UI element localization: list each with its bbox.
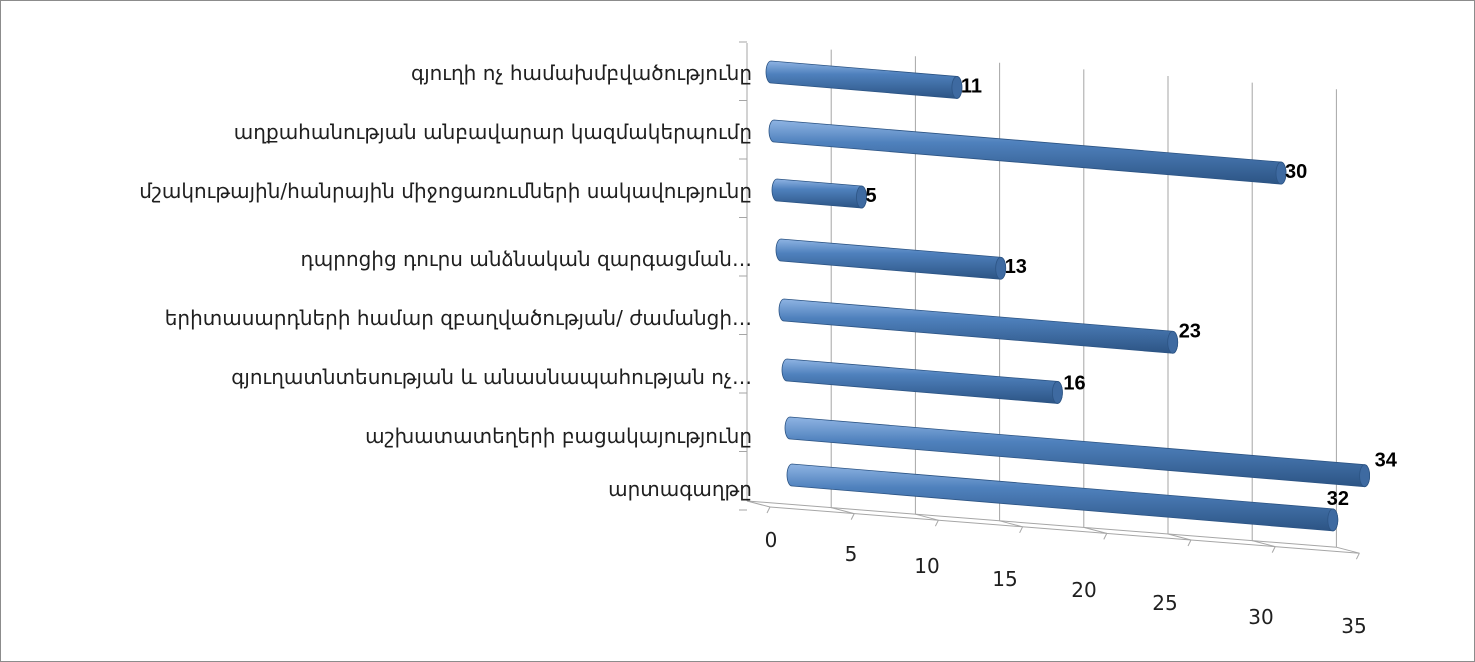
category-label: գյուղատնտեսության և անասնապահության ոչ…	[231, 365, 752, 389]
bars	[765, 60, 1370, 532]
x-tick-label: 35	[1341, 614, 1366, 638]
bar-end-cap	[1359, 464, 1370, 488]
x-tick-label: 20	[1071, 578, 1096, 602]
x-tick-label: 30	[1248, 605, 1273, 629]
tick-mark	[766, 506, 771, 514]
tick-mark	[934, 519, 939, 527]
data-label: 11	[961, 75, 982, 97]
bar-end-cap	[1167, 330, 1179, 354]
category-label: արտագաղթը	[608, 477, 752, 501]
data-label: 5	[866, 185, 877, 207]
floor-back-edge	[746, 500, 1337, 548]
tick-mark	[1271, 546, 1276, 553]
x-tick-label: 15	[992, 567, 1017, 591]
bar	[778, 298, 1179, 354]
category-label: գյուղի ոչ համախմբվածությունը	[411, 61, 752, 85]
floor-line	[1336, 546, 1360, 554]
bar	[781, 358, 1063, 404]
bar-end-cap	[856, 185, 867, 209]
category-label: մշակութային/հանրային միջոցառումների սակա…	[139, 179, 752, 203]
floor-front-edge	[769, 506, 1360, 554]
data-label: 16	[1063, 372, 1085, 394]
tick-mark	[850, 513, 855, 520]
labels: 0 5 10 15 20 25 30 35 գյուղի ոչ համախմբվածությու…	[139, 61, 1398, 638]
bar-end-cap	[995, 256, 1007, 280]
tick-mark	[1355, 552, 1360, 560]
bar-end-cap	[1052, 381, 1063, 404]
data-label: 34	[1375, 450, 1398, 472]
category-label: աշխատատեղերի բացակայությունը	[365, 424, 752, 448]
category-label: աղքահանության անբավարար կազմակերպումը	[234, 120, 752, 144]
bar	[768, 119, 1287, 185]
x-tick-label: 10	[914, 554, 939, 578]
floor-line	[1167, 533, 1192, 541]
data-label: 23	[1179, 320, 1201, 342]
bar	[771, 178, 867, 209]
category-label: դպրոցից դուրս անձնական զարգացման…	[301, 247, 752, 271]
bar	[775, 238, 1007, 280]
x-tick-label: 25	[1152, 591, 1177, 615]
floor-line	[1252, 540, 1276, 548]
tick-mark	[1103, 533, 1108, 540]
x-tick-label: 0	[765, 528, 778, 552]
floor-line	[999, 520, 1023, 528]
bar-end-cap	[1327, 508, 1339, 532]
data-label: 13	[1005, 256, 1027, 278]
category-label: երիտասարդների համար զբաղվածության/ ժաման…	[165, 306, 752, 330]
tick-mark	[1187, 539, 1192, 547]
data-label: 32	[1327, 488, 1349, 510]
tick-mark	[1019, 526, 1024, 534]
floor-line	[831, 507, 855, 515]
x-tick-label: 5	[845, 542, 858, 566]
data-label: 30	[1285, 161, 1307, 183]
bar-end-cap	[951, 76, 963, 99]
floor-line	[746, 500, 771, 508]
bar-end-cap	[1275, 161, 1287, 185]
bar	[765, 60, 963, 99]
floor-line	[915, 513, 939, 521]
floor-line	[1083, 526, 1107, 534]
